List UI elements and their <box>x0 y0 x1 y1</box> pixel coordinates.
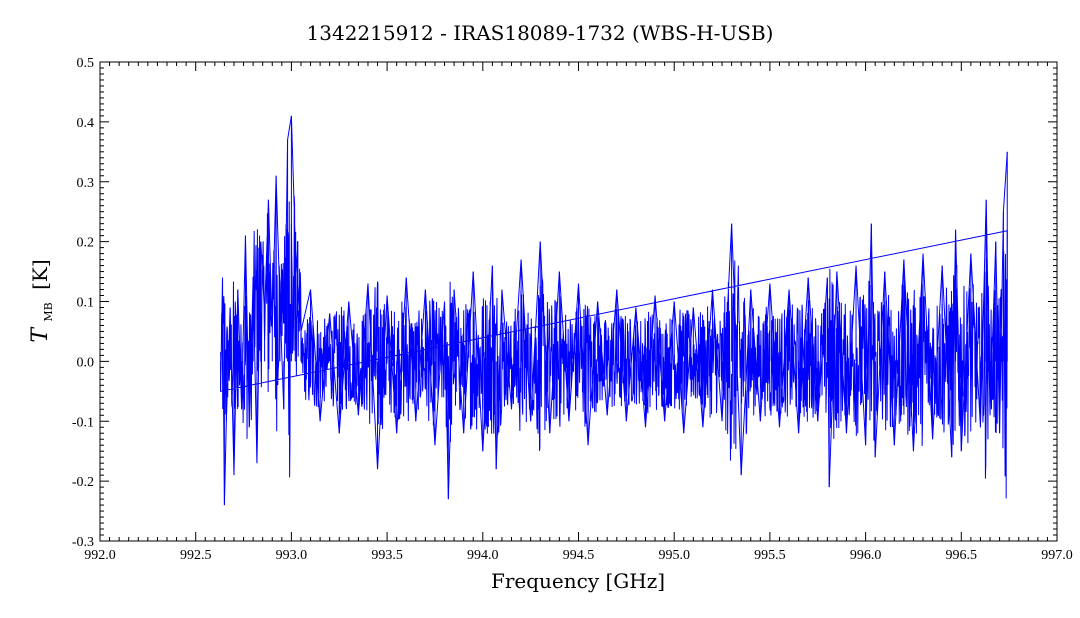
y-axis-label-main: T <box>28 326 53 343</box>
x-tick-label: 993.5 <box>371 548 403 563</box>
spectrum-series <box>220 115 1008 506</box>
y-tick-label: 0.3 <box>77 176 95 191</box>
x-tick-label: 995.5 <box>754 548 786 563</box>
series-line <box>220 115 1008 506</box>
y-axis-label-sub: MB <box>42 302 55 321</box>
axis-ticks <box>99 61 1058 542</box>
y-tick-label: -0.3 <box>72 535 94 550</box>
y-tick-labels: 0.5 0.4 0.3 0.2 0.1 0.0 -0.1 -0.2 -0.3 <box>72 56 94 550</box>
y-tick-label: 0.0 <box>77 355 95 370</box>
x-tick-label: 992.0 <box>84 548 116 563</box>
svg-text:T MB [K]: T MB [K] <box>28 259 57 342</box>
chart-title: 1342215912 - IRAS18089-1732 (WBS-H-USB) <box>307 21 774 45</box>
x-tick-label: 996.5 <box>946 548 978 563</box>
y-tick-label: 0.2 <box>77 236 95 251</box>
x-tick-label: 996.0 <box>850 548 882 563</box>
y-tick-label: 0.1 <box>77 296 95 311</box>
x-axis-label: Frequency [GHz] <box>491 569 665 593</box>
x-tick-labels: 992.0 992.5 993.0 993.5 994.0 994.5 995.0 995.5… <box>84 548 1073 563</box>
x-tick-label: 994.5 <box>563 548 595 563</box>
x-tick-label: 997.0 <box>1041 548 1073 563</box>
y-tick-label: -0.2 <box>72 475 94 490</box>
plot-frame <box>99 61 1058 542</box>
y-axis-label: T MB [K] <box>28 259 57 342</box>
y-axis-label-unit: [K] <box>28 259 52 290</box>
x-tick-label: 993.0 <box>276 548 308 563</box>
y-tick-label: 0.4 <box>77 116 95 131</box>
y-tick-label: -0.1 <box>72 415 94 430</box>
x-tick-label: 992.5 <box>180 548 212 563</box>
y-tick-label: 0.5 <box>77 56 95 71</box>
x-tick-label: 995.0 <box>658 548 690 563</box>
x-tick-label: 994.0 <box>467 548 499 563</box>
